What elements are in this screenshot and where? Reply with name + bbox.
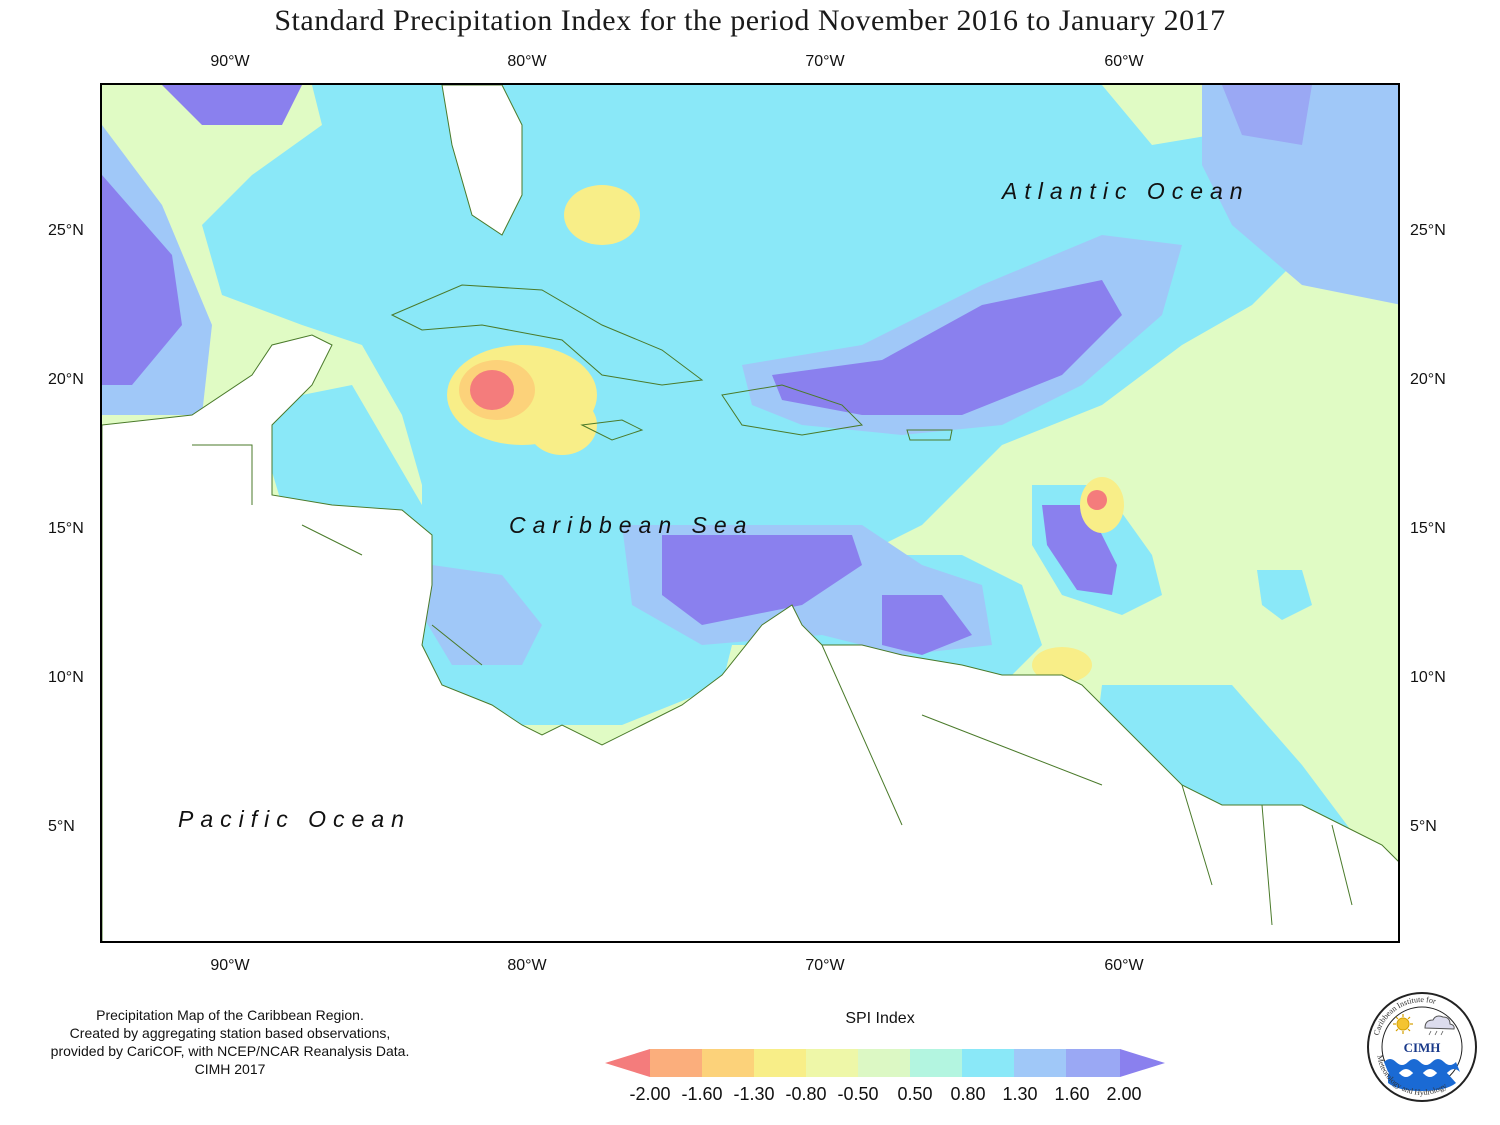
legend-swatch <box>650 1049 702 1077</box>
spi-zone-wet <box>1202 85 1398 305</box>
legend-swatch <box>702 1049 754 1077</box>
legend-label: -0.50 <box>837 1084 879 1104</box>
cimh-logo: CIMH Caribbean Institute for Meteorology… <box>1367 992 1477 1102</box>
land-jamaica <box>580 419 644 441</box>
spi-zone-wet <box>162 85 302 125</box>
land-hispaniola <box>721 384 864 436</box>
legend-colorbar <box>605 1049 1165 1077</box>
map-credits: Precipitation Map of the Caribbean Regio… <box>20 1006 440 1078</box>
legend-label: 0.80 <box>950 1084 986 1104</box>
legend-label: 1.30 <box>1002 1084 1038 1104</box>
spi-zone-wet <box>882 595 972 655</box>
land-puerto-rico <box>906 429 953 441</box>
wave-icon <box>1384 1059 1460 1075</box>
land-central-america <box>102 334 1398 941</box>
legend-labels: -2.00 -1.60 -1.30 -0.80 -0.50 0.50 0.80 … <box>0 1084 1500 1108</box>
legend-swatch <box>1014 1049 1066 1077</box>
legend-swatch <box>910 1049 962 1077</box>
spi-zone-dry <box>564 185 640 245</box>
lat-tick-left: 5°N <box>48 818 75 835</box>
spi-zone-dry <box>609 409 645 441</box>
land-florida <box>441 85 523 236</box>
legend-swatch <box>858 1049 910 1077</box>
spi-zone-dry <box>1087 490 1107 510</box>
lon-tick-bottom: 60°W <box>1104 957 1144 974</box>
legend-swatch <box>605 1049 650 1077</box>
spi-zone-wet <box>772 280 1122 415</box>
lat-tick-right: 5°N <box>1410 818 1437 835</box>
atlantic-ocean-label: Atlantic Ocean <box>1002 178 1250 204</box>
lon-tick-bottom: 70°W <box>805 957 845 974</box>
legend-label: -2.00 <box>629 1084 671 1104</box>
credit-line: provided by CariCOF, with NCEP/NCAR Rean… <box>50 1043 410 1059</box>
dry-zones <box>447 185 1124 683</box>
cloud-icon <box>1424 1015 1455 1030</box>
caribbean-sea-label: Caribbean Sea <box>509 512 754 538</box>
spi-map-canvas <box>102 85 1398 941</box>
lon-tick-bottom: 90°W <box>210 957 250 974</box>
land-borders <box>192 444 1353 926</box>
lat-tick-right: 20°N <box>1410 371 1446 388</box>
lat-tick-right: 25°N <box>1410 222 1446 239</box>
spi-zone-wet <box>422 565 542 665</box>
legend-swatch <box>806 1049 858 1077</box>
legend-label: 0.50 <box>897 1084 933 1104</box>
lat-tick-left: 20°N <box>48 371 84 388</box>
spi-zone-wet <box>662 535 862 625</box>
spi-zone-wet <box>1222 85 1312 145</box>
land-cuba <box>390 284 704 386</box>
legend-label: 1.60 <box>1054 1084 1090 1104</box>
legend-label: 2.00 <box>1106 1084 1142 1104</box>
legend-swatch <box>754 1049 806 1077</box>
lon-tick-top: 60°W <box>1104 53 1144 70</box>
map-title: Standard Precipitation Index for the per… <box>274 4 1226 37</box>
lon-tick-top: 70°W <box>805 53 845 70</box>
legend-title: SPI Index <box>845 1010 915 1027</box>
credit-line: Created by aggregating station based obs… <box>69 1025 391 1041</box>
legend-label: -0.80 <box>785 1084 827 1104</box>
legend-swatch <box>1120 1049 1165 1077</box>
sun-icon <box>1396 1017 1410 1031</box>
lat-tick-left: 10°N <box>48 669 84 686</box>
pacific-ocean-label: Pacific Ocean <box>178 806 411 832</box>
lon-tick-bottom: 80°W <box>507 957 547 974</box>
lat-tick-left: 15°N <box>48 520 84 537</box>
spi-map: Atlantic Ocean Caribbean Sea Pacific Oce… <box>100 83 1400 943</box>
legend-label: -1.60 <box>681 1084 723 1104</box>
logo-text: CIMH <box>1404 1040 1441 1055</box>
legend-label: -1.30 <box>733 1084 775 1104</box>
spi-zone-wet <box>1257 570 1312 620</box>
lon-tick-top: 80°W <box>507 53 547 70</box>
land-masses <box>102 85 1398 941</box>
lon-tick-top: 90°W <box>210 53 250 70</box>
spi-zone-dry <box>470 370 514 410</box>
spi-zone-dry <box>527 395 597 455</box>
spi-zone-wet <box>102 175 182 385</box>
lat-tick-right: 10°N <box>1410 669 1446 686</box>
legend-swatch <box>962 1049 1014 1077</box>
lat-tick-left: 25°N <box>48 222 84 239</box>
lat-tick-right: 15°N <box>1410 520 1446 537</box>
credit-line: Precipitation Map of the Caribbean Regio… <box>96 1007 364 1023</box>
legend-swatch <box>1066 1049 1120 1077</box>
spi-zone-dry <box>1032 647 1092 683</box>
credit-line: CIMH 2017 <box>194 1061 266 1077</box>
